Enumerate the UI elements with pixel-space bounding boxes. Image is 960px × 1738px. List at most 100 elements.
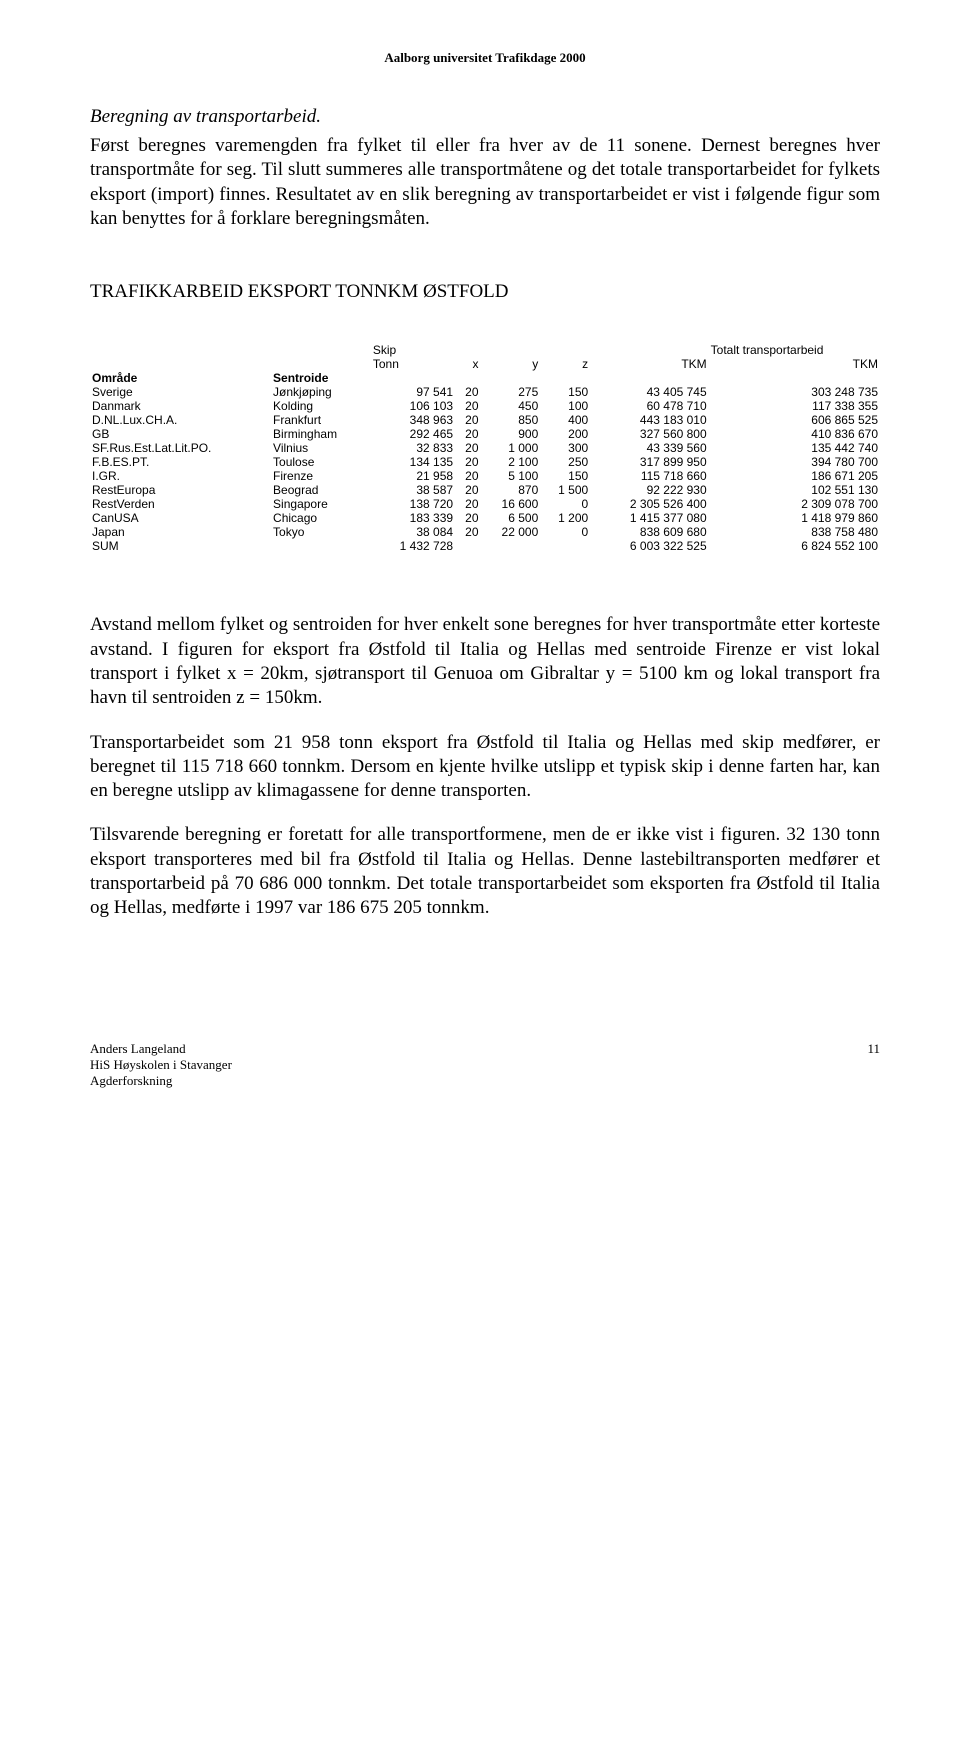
col-tkm: TKM bbox=[590, 357, 708, 371]
cell-area: GB bbox=[90, 427, 271, 441]
cell-tot: 394 780 700 bbox=[709, 455, 880, 469]
table-sum-row: SUM 1 432 728 6 003 322 525 6 824 552 10… bbox=[90, 539, 880, 553]
cell-x: 20 bbox=[455, 511, 480, 525]
cell-centroid: Vilnius bbox=[271, 441, 371, 455]
cell-y: 450 bbox=[481, 399, 541, 413]
col-tonn: Tonn bbox=[371, 357, 455, 371]
cell-centroid: Chicago bbox=[271, 511, 371, 525]
data-table: Skip Totalt transportarbeid Tonn x y z T… bbox=[90, 343, 880, 553]
col-z: z bbox=[540, 357, 590, 371]
cell-tot: 838 758 480 bbox=[709, 525, 880, 539]
cell-tonn: 21 958 bbox=[371, 469, 455, 483]
cell-x: 20 bbox=[455, 413, 480, 427]
table-row: RestEuropaBeograd38 587208701 50092 222 … bbox=[90, 483, 880, 497]
cell-area: Danmark bbox=[90, 399, 271, 413]
table-row: DanmarkKolding106 1032045010060 478 7101… bbox=[90, 399, 880, 413]
table-title: TRAFIKKARBEID EKSPORT TONNKM ØSTFOLD bbox=[90, 281, 880, 303]
cell-tonn: 292 465 bbox=[371, 427, 455, 441]
sum-tot: 6 824 552 100 bbox=[709, 539, 880, 553]
cell-tot: 135 442 740 bbox=[709, 441, 880, 455]
cell-area: I.GR. bbox=[90, 469, 271, 483]
table-row: JapanTokyo38 0842022 0000838 609 680838 … bbox=[90, 525, 880, 539]
cell-tonn: 32 833 bbox=[371, 441, 455, 455]
cell-tot: 186 671 205 bbox=[709, 469, 880, 483]
cell-area: SF.Rus.Est.Lat.Lit.PO. bbox=[90, 441, 271, 455]
sum-tonn: 1 432 728 bbox=[371, 539, 455, 553]
total-label: Totalt transportarbeid bbox=[709, 343, 880, 357]
data-table-wrap: Skip Totalt transportarbeid Tonn x y z T… bbox=[90, 343, 880, 553]
table-row: GBBirmingham292 46520900200327 560 80041… bbox=[90, 427, 880, 441]
cell-centroid: Beograd bbox=[271, 483, 371, 497]
cell-centroid: Jønkjøping bbox=[271, 385, 371, 399]
col-y: y bbox=[481, 357, 541, 371]
cell-tot: 102 551 130 bbox=[709, 483, 880, 497]
cell-y: 6 500 bbox=[481, 511, 541, 525]
centroid-label: Sentroide bbox=[271, 371, 371, 385]
cell-tot: 606 865 525 bbox=[709, 413, 880, 427]
cell-tkm: 43 405 745 bbox=[590, 385, 708, 399]
cell-y: 2 100 bbox=[481, 455, 541, 469]
table-row: RestVerdenSingapore138 7202016 60002 305… bbox=[90, 497, 880, 511]
cell-tonn: 134 135 bbox=[371, 455, 455, 469]
cell-tkm: 317 899 950 bbox=[590, 455, 708, 469]
cell-x: 20 bbox=[455, 385, 480, 399]
cell-tkm: 43 339 560 bbox=[590, 441, 708, 455]
cell-tot: 410 836 670 bbox=[709, 427, 880, 441]
table-header-row-1: Skip Totalt transportarbeid bbox=[90, 343, 880, 357]
cell-z: 300 bbox=[540, 441, 590, 455]
cell-centroid: Frankfurt bbox=[271, 413, 371, 427]
cell-y: 275 bbox=[481, 385, 541, 399]
cell-z: 200 bbox=[540, 427, 590, 441]
sum-tkm: 6 003 322 525 bbox=[590, 539, 708, 553]
cell-tot: 303 248 735 bbox=[709, 385, 880, 399]
table-row: SverigeJønkjøping97 5412027515043 405 74… bbox=[90, 385, 880, 399]
cell-area: CanUSA bbox=[90, 511, 271, 525]
cell-x: 20 bbox=[455, 483, 480, 497]
cell-tot: 1 418 979 860 bbox=[709, 511, 880, 525]
cell-tonn: 38 084 bbox=[371, 525, 455, 539]
footer-institution: HiS Høyskolen i Stavanger bbox=[90, 1057, 880, 1073]
cell-z: 0 bbox=[540, 525, 590, 539]
cell-tonn: 348 963 bbox=[371, 413, 455, 427]
cell-x: 20 bbox=[455, 525, 480, 539]
cell-centroid: Tokyo bbox=[271, 525, 371, 539]
cell-z: 150 bbox=[540, 385, 590, 399]
cell-tonn: 97 541 bbox=[371, 385, 455, 399]
cell-tot: 117 338 355 bbox=[709, 399, 880, 413]
cell-centroid: Singapore bbox=[271, 497, 371, 511]
cell-centroid: Firenze bbox=[271, 469, 371, 483]
skip-label: Skip bbox=[371, 343, 455, 357]
cell-tkm: 1 415 377 080 bbox=[590, 511, 708, 525]
area-label: Område bbox=[90, 371, 271, 385]
cell-tonn: 138 720 bbox=[371, 497, 455, 511]
col-x: x bbox=[455, 357, 480, 371]
cell-x: 20 bbox=[455, 469, 480, 483]
page-number: 11 bbox=[867, 1041, 880, 1057]
footer-author: Anders Langeland bbox=[90, 1041, 880, 1057]
cell-x: 20 bbox=[455, 441, 480, 455]
cell-area: RestEuropa bbox=[90, 483, 271, 497]
cell-tonn: 183 339 bbox=[371, 511, 455, 525]
section-title: Beregning av transportarbeid. bbox=[90, 106, 880, 128]
cell-y: 850 bbox=[481, 413, 541, 427]
cell-z: 100 bbox=[540, 399, 590, 413]
cell-z: 400 bbox=[540, 413, 590, 427]
page-footer: Anders Langeland HiS Høyskolen i Stavang… bbox=[90, 1041, 880, 1090]
paragraph-2: Avstand mellom fylket og sentroiden for … bbox=[90, 613, 880, 710]
sum-label: SUM bbox=[90, 539, 271, 553]
cell-tkm: 443 183 010 bbox=[590, 413, 708, 427]
cell-tkm: 838 609 680 bbox=[590, 525, 708, 539]
cell-x: 20 bbox=[455, 455, 480, 469]
table-row: F.B.ES.PT.Toulose134 135202 100250317 89… bbox=[90, 455, 880, 469]
cell-tkm: 115 718 660 bbox=[590, 469, 708, 483]
cell-tkm: 92 222 930 bbox=[590, 483, 708, 497]
paragraph-3: Transportarbeidet som 21 958 tonn ekspor… bbox=[90, 731, 880, 804]
cell-y: 22 000 bbox=[481, 525, 541, 539]
table-row: I.GR.Firenze21 958205 100150115 718 6601… bbox=[90, 469, 880, 483]
cell-z: 0 bbox=[540, 497, 590, 511]
cell-area: RestVerden bbox=[90, 497, 271, 511]
cell-z: 150 bbox=[540, 469, 590, 483]
cell-z: 1 200 bbox=[540, 511, 590, 525]
cell-tot: 2 309 078 700 bbox=[709, 497, 880, 511]
cell-tonn: 38 587 bbox=[371, 483, 455, 497]
